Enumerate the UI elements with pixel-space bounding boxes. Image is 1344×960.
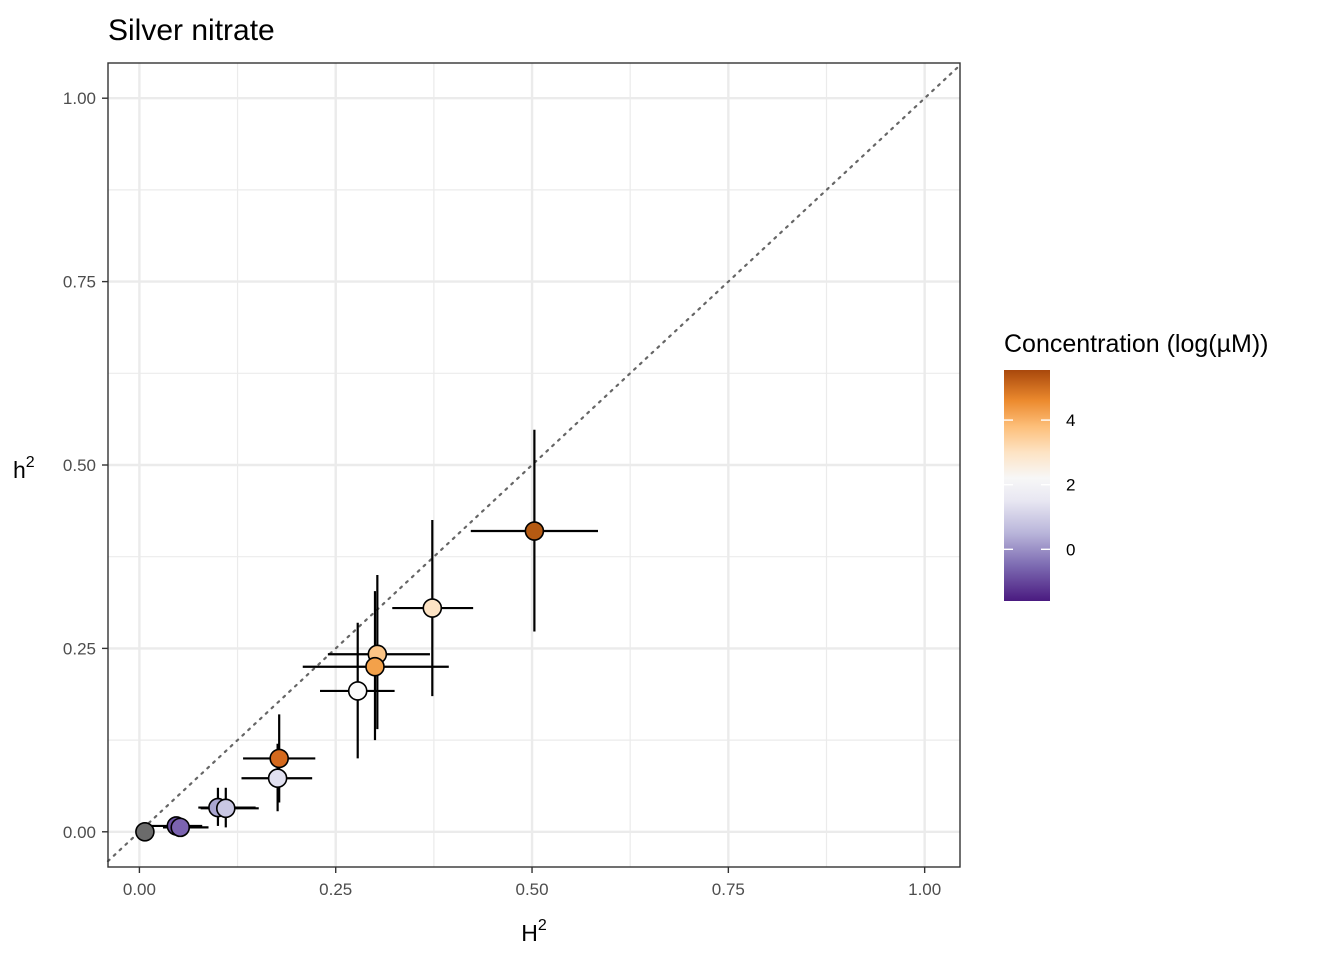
data-point (422, 598, 443, 618)
data-point (365, 656, 385, 677)
y-tick-label: 0.50 (63, 456, 96, 475)
legend-tick-label: 2 (1066, 476, 1075, 495)
x-axis-title-superscript: 2 (538, 917, 547, 934)
y-axis-title: h2 (13, 454, 35, 483)
x-tick-label: 0.25 (319, 880, 352, 899)
legend-tick-label: 0 (1066, 540, 1075, 559)
data-point (215, 798, 236, 819)
x-tick-label: 0.50 (515, 880, 548, 899)
x-axis-title-base: H (521, 920, 538, 946)
x-tick-label: 1.00 (908, 880, 941, 899)
y-axis-title-base: h (13, 457, 26, 483)
legend-colorbar (1004, 370, 1050, 601)
legend-title: Concentration (log(µM)) (1004, 330, 1269, 358)
data-point (170, 817, 191, 838)
x-tick-label: 0.75 (712, 880, 745, 899)
data-point (135, 821, 155, 842)
data-point (347, 681, 368, 701)
data-point (267, 768, 288, 789)
y-tick-label: 0.75 (63, 273, 96, 292)
x-axis-title: H2 (521, 917, 547, 946)
chart-title: Silver nitrate (108, 14, 275, 47)
color-legend: Concentration (log(µM)) 0 2 4 (1004, 330, 1269, 601)
y-axis-title-superscript: 2 (26, 454, 35, 471)
y-tick-label: 1.00 (63, 89, 96, 108)
legend-tick-label: 4 (1066, 411, 1075, 430)
data-point (269, 748, 289, 769)
data-point (524, 521, 545, 541)
y-tick-label: 0.25 (63, 639, 96, 658)
x-tick-label: 0.00 (123, 880, 156, 899)
plot-panel: 0.00 0.25 0.50 0.75 1.00 0.00 0.25 0.50 0.75 1.00… (13, 62, 962, 946)
y-tick-label: 0.00 (63, 823, 96, 842)
